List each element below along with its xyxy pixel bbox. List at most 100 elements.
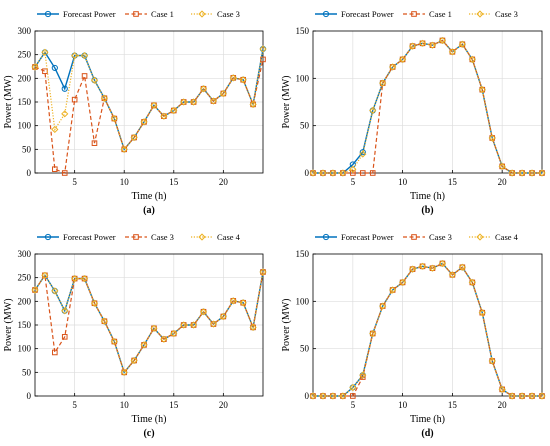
data-point-3 bbox=[359, 150, 367, 158]
data-point-3 bbox=[51, 287, 59, 295]
data-point-3 bbox=[498, 385, 506, 393]
data-point-3 bbox=[110, 337, 118, 346]
x-tick-label: 10 bbox=[398, 400, 408, 410]
y-tick-label: 0 bbox=[305, 168, 310, 178]
data-point-3 bbox=[110, 114, 118, 123]
y-tick-label: 0 bbox=[305, 391, 310, 401]
legend-label: Forecast Power bbox=[341, 9, 394, 19]
data-point-3 bbox=[528, 169, 536, 177]
series-line-1 bbox=[34, 271, 264, 374]
data-point-3 bbox=[120, 368, 128, 376]
legend-marker bbox=[44, 10, 52, 18]
data-point-3 bbox=[309, 392, 317, 400]
y-tick-label: 250 bbox=[18, 50, 32, 60]
y-tick-label: 250 bbox=[18, 273, 32, 283]
legend-label: Forecast Power bbox=[341, 232, 394, 242]
data-point-3 bbox=[71, 52, 79, 60]
y-tick-label: 50 bbox=[22, 367, 32, 377]
legend-marker bbox=[476, 10, 484, 18]
data-point-3 bbox=[508, 169, 516, 177]
data-point-3 bbox=[339, 392, 347, 400]
legend-label: Case 4 bbox=[495, 232, 519, 242]
legend-entry-1: Forecast Power bbox=[37, 9, 116, 19]
y-tick-label: 100 bbox=[18, 344, 32, 354]
series-line-2 bbox=[313, 262, 542, 397]
data-point-3 bbox=[170, 329, 178, 338]
data-point-3 bbox=[488, 357, 496, 365]
panel-caption: (c) bbox=[143, 428, 154, 439]
data-point-3 bbox=[518, 169, 526, 177]
y-tick-label: 300 bbox=[18, 26, 32, 36]
series-line-3 bbox=[34, 271, 264, 374]
x-tick-label: 10 bbox=[120, 400, 130, 410]
legend-marker bbox=[133, 11, 139, 17]
data-point-2 bbox=[369, 170, 376, 176]
data-point-3 bbox=[41, 48, 49, 56]
y-tick-label: 0 bbox=[27, 168, 32, 178]
legend-marker bbox=[133, 234, 139, 240]
data-point-3 bbox=[170, 106, 178, 115]
x-tick-label: 5 bbox=[351, 400, 356, 410]
data-point-3 bbox=[130, 133, 138, 142]
data-point-3 bbox=[80, 52, 89, 60]
legend-entry-2: Case 3 bbox=[403, 232, 452, 242]
data-point-3 bbox=[389, 286, 397, 294]
x-tick-label: 15 bbox=[169, 400, 179, 410]
y-tick-label: 50 bbox=[300, 121, 310, 131]
y-tick-label: 100 bbox=[18, 121, 32, 131]
x-axis-label: Time (h) bbox=[132, 414, 167, 425]
data-point-3 bbox=[468, 55, 476, 64]
panel-caption: (d) bbox=[421, 428, 433, 439]
data-point-3 bbox=[399, 55, 407, 64]
y-axis-label: Power (MW) bbox=[281, 75, 292, 128]
data-point-3 bbox=[399, 278, 407, 287]
legend-marker bbox=[198, 10, 206, 18]
data-point-3 bbox=[379, 302, 387, 310]
y-axis-label: Power (MW) bbox=[3, 75, 14, 128]
data-point-3 bbox=[478, 86, 486, 94]
x-axis-label: Time (h) bbox=[410, 414, 445, 425]
data-point-2 bbox=[91, 140, 98, 146]
data-point-3 bbox=[508, 392, 516, 400]
x-tick-label: 20 bbox=[219, 400, 229, 410]
data-point-3 bbox=[249, 100, 257, 108]
data-point-3 bbox=[418, 39, 427, 47]
legend-label: Case 3 bbox=[495, 9, 518, 19]
data-point-2 bbox=[61, 334, 68, 340]
data-point-3 bbox=[239, 76, 247, 84]
data-point-2 bbox=[71, 96, 78, 103]
x-tick-label: 10 bbox=[120, 177, 130, 187]
data-point-3 bbox=[498, 162, 506, 170]
legend-entry-2: Case 3 bbox=[125, 232, 174, 242]
legend-entry-2: Case 1 bbox=[403, 9, 452, 19]
y-tick-label: 300 bbox=[18, 249, 32, 259]
y-tick-label: 150 bbox=[296, 26, 310, 36]
data-point-1 bbox=[61, 85, 68, 92]
data-point-3 bbox=[349, 383, 357, 392]
data-point-3 bbox=[90, 76, 99, 84]
data-point-2 bbox=[52, 166, 58, 173]
x-tick-label: 5 bbox=[72, 400, 77, 410]
legend-label: Case 3 bbox=[151, 232, 174, 242]
x-tick-label: 15 bbox=[169, 177, 179, 187]
series-line-2 bbox=[313, 39, 542, 174]
chart-panel-4: 5 10 15 20 0 50 100 150 Time (h) Power (MW) (d) For… bbox=[281, 232, 546, 439]
data-point-3 bbox=[448, 48, 456, 56]
data-point-3 bbox=[90, 299, 99, 307]
data-point-3 bbox=[538, 169, 546, 177]
data-point-3 bbox=[369, 329, 377, 338]
data-point-3 bbox=[239, 299, 247, 307]
data-point-3 bbox=[160, 335, 168, 343]
data-point-3 bbox=[438, 36, 447, 45]
legend-label: Forecast Power bbox=[63, 232, 116, 242]
data-point-3 bbox=[418, 262, 427, 270]
data-point-2 bbox=[42, 68, 48, 75]
legend-entry-2: Case 1 bbox=[125, 9, 174, 19]
data-point-3 bbox=[379, 79, 387, 87]
data-point-3 bbox=[71, 275, 79, 283]
data-point-1 bbox=[359, 149, 366, 156]
legend-entry-3: Case 4 bbox=[469, 232, 519, 242]
data-point-3 bbox=[100, 94, 108, 102]
y-tick-label: 150 bbox=[296, 249, 310, 259]
data-point-3 bbox=[329, 392, 337, 400]
